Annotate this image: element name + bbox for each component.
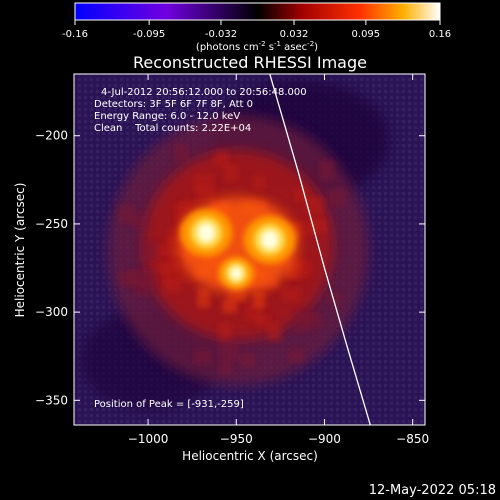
colorbar-tick-label: 0.032 bbox=[280, 29, 309, 40]
source-2-core bbox=[230, 266, 243, 281]
y-axis-label: Heliocentric Y (arcsec) bbox=[13, 183, 27, 318]
emission-blob bbox=[194, 348, 211, 365]
emission-blob bbox=[328, 292, 341, 305]
info-peak: Position of Peak = [-931,-259] bbox=[94, 399, 244, 410]
colorbar-unit-part: asec bbox=[281, 42, 307, 53]
y-tick-label: −200 bbox=[35, 129, 68, 143]
colorbar-unit-part: (photons cm bbox=[196, 42, 259, 53]
emission-blob bbox=[219, 360, 232, 375]
emission-blob bbox=[252, 175, 266, 190]
plot-area: −1000 −950 −900 −850 −200 −250 −300 −350 bbox=[35, 73, 429, 446]
info-energy: Energy Range: 6.0 - 12.0 keV bbox=[94, 111, 240, 122]
y-tick-label: −250 bbox=[35, 217, 68, 231]
colorbar-tick-label: -0.16 bbox=[62, 29, 88, 40]
x-axis-ticks: −1000 −950 −900 −850 bbox=[128, 74, 429, 446]
emission-blob bbox=[119, 270, 139, 287]
colorbar-tick-label: -0.095 bbox=[133, 29, 165, 40]
emission-blob bbox=[255, 314, 270, 327]
y-tick-label: −350 bbox=[35, 393, 68, 407]
emission-blob bbox=[174, 203, 188, 223]
plot-title: Reconstructed RHESSI Image bbox=[133, 53, 367, 72]
emission-blob bbox=[222, 299, 238, 313]
emission-blob bbox=[305, 196, 324, 215]
colorbar-tick-label: -0.032 bbox=[205, 29, 237, 40]
emission-layer bbox=[108, 115, 369, 386]
info-detectors: Detectors: 3F 5F 6F 7F 8F, Att 0 bbox=[94, 99, 253, 110]
emission-blob bbox=[218, 322, 232, 341]
y-axis-ticks: −200 −250 −300 −350 bbox=[35, 129, 425, 407]
colorbar-unit-label: (photons cm-2 s-1 asec-2) bbox=[196, 40, 318, 53]
colorbar-ticks: -0.16 -0.095 -0.032 0.032 0.095 0.16 bbox=[62, 20, 451, 40]
emission-blob bbox=[239, 353, 256, 368]
colorbar: -0.16 -0.095 -0.032 0.032 0.095 0.16 (photons… bbox=[62, 2, 451, 53]
emission-blob bbox=[157, 261, 177, 275]
emission-blob bbox=[219, 340, 239, 361]
emission-blob bbox=[117, 204, 135, 223]
colorbar-unit-part: -2 bbox=[259, 40, 266, 48]
colorbar-unit-part: -1 bbox=[274, 40, 281, 48]
emission-blob bbox=[224, 164, 238, 182]
emission-blob bbox=[214, 151, 229, 166]
emission-blob bbox=[164, 278, 182, 293]
source-0-core bbox=[197, 222, 216, 243]
colorbar-gradient bbox=[74, 2, 441, 21]
x-tick-label: −950 bbox=[220, 432, 253, 446]
x-tick-label: −1000 bbox=[128, 432, 169, 446]
emission-blob bbox=[174, 143, 189, 163]
y-tick-label: −300 bbox=[35, 305, 68, 319]
emission-blob bbox=[140, 240, 159, 260]
colorbar-tick-label: 0.095 bbox=[352, 29, 381, 40]
emission-blob bbox=[319, 160, 335, 180]
plot-frame bbox=[73, 73, 426, 426]
emission-blob bbox=[141, 269, 156, 289]
emission-blob bbox=[196, 185, 215, 204]
emission-blob bbox=[253, 291, 266, 309]
emission-blob bbox=[312, 218, 328, 234]
info-annotations: 4-Jul-2012 20:56:12.000 to 20:56:48.000 … bbox=[94, 87, 307, 410]
x-axis-label: Heliocentric X (arcsec) bbox=[182, 449, 318, 463]
source-1-core bbox=[260, 229, 279, 250]
emission-blob bbox=[288, 348, 305, 363]
info-time: 4-Jul-2012 20:56:12.000 to 20:56:48.000 bbox=[101, 87, 307, 98]
footer-timestamp: 12-May-2022 05:18 bbox=[369, 483, 496, 498]
solar-limb-curve bbox=[269, 74, 371, 425]
info-clean: Clean Total counts: 2.22E+04 bbox=[94, 123, 251, 134]
emission-blob bbox=[294, 312, 312, 333]
emission-blob bbox=[130, 213, 150, 228]
emission-blob bbox=[197, 288, 210, 308]
colorbar-unit-part: ) bbox=[314, 42, 318, 53]
colorbar-unit-part: s bbox=[266, 42, 274, 53]
emission-blob bbox=[280, 287, 301, 302]
x-tick-label: −850 bbox=[396, 432, 429, 446]
emission-blob bbox=[267, 323, 282, 342]
heatmap-image bbox=[74, 74, 425, 425]
emission-blob bbox=[327, 189, 346, 207]
colorbar-unit-part: -2 bbox=[307, 40, 314, 48]
colorbar-tick-label: 0.16 bbox=[429, 29, 451, 40]
x-tick-label: −900 bbox=[308, 432, 341, 446]
